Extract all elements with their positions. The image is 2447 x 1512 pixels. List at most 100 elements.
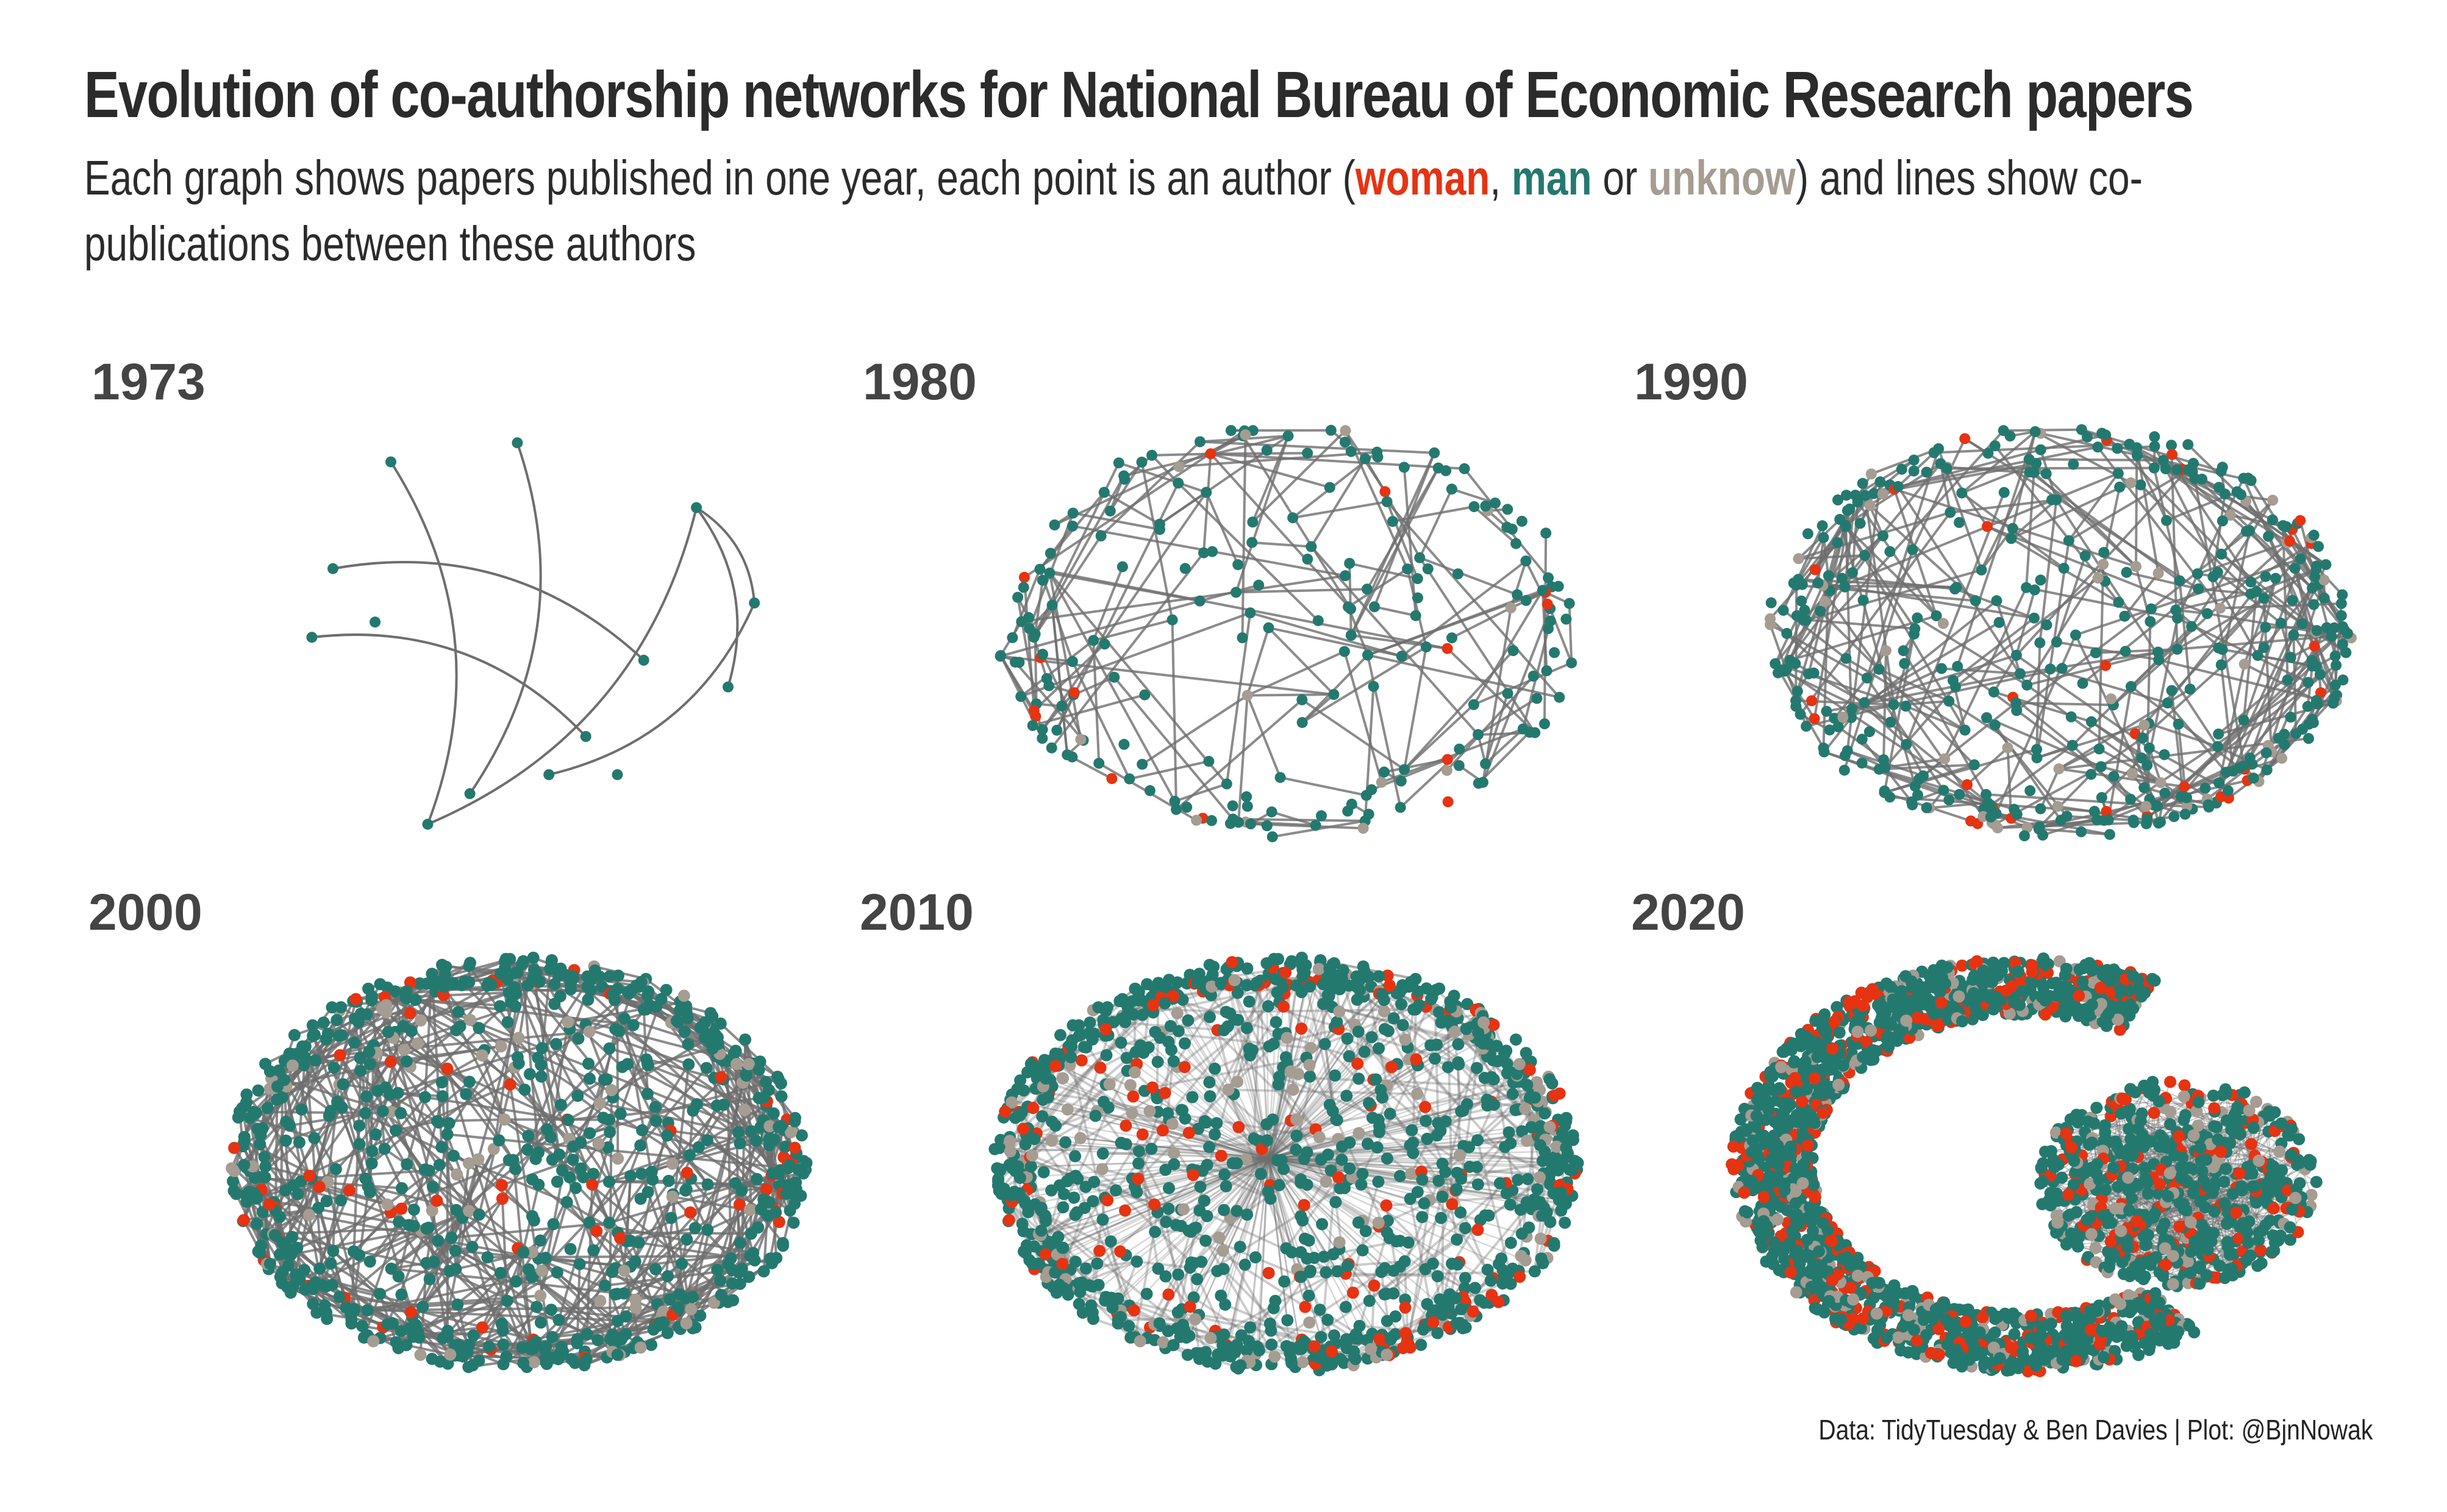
author-node-man <box>1531 693 1543 704</box>
author-node-man <box>1407 1136 1420 1149</box>
edge <box>1151 454 1179 484</box>
author-node-man <box>418 1163 431 1176</box>
author-node-man <box>546 1331 559 1343</box>
author-node-man <box>1384 1333 1397 1346</box>
author-node-man <box>1253 579 1265 591</box>
author-node-man <box>580 731 591 742</box>
author-node-man <box>1106 1301 1119 1314</box>
author-node-man <box>2245 475 2257 487</box>
author-node-man <box>1116 561 1128 572</box>
author-node-unknow <box>1143 1105 1156 1118</box>
edge <box>571 975 781 1171</box>
edge <box>1799 512 1951 715</box>
author-node-man <box>395 1107 407 1119</box>
author-node-man <box>1054 1029 1066 1041</box>
edge <box>1268 626 1402 658</box>
author-node-woman <box>1277 1000 1290 1013</box>
edge <box>501 1199 509 1301</box>
author-node-man <box>318 1299 331 1312</box>
author-node-unknow <box>1340 425 1351 437</box>
author-node-man <box>251 1218 263 1230</box>
edge <box>1939 463 1952 513</box>
author-node-man <box>2148 799 2160 811</box>
author-node-unknow <box>1171 1007 1184 1019</box>
author-node-man <box>271 1093 284 1106</box>
author-node-unknow <box>2155 777 2167 788</box>
author-node-man <box>1267 1302 1280 1314</box>
author-node-man <box>1037 1093 1049 1106</box>
edge <box>315 1210 470 1284</box>
author-node-man <box>1084 1016 1096 1029</box>
edge <box>2036 744 2073 759</box>
author-node-man <box>1114 1311 1127 1324</box>
author-node-man <box>2201 608 2213 619</box>
author-node-man <box>2121 566 2132 578</box>
author-node-man <box>2113 596 2124 608</box>
author-node-woman <box>614 1232 627 1244</box>
author-node-man <box>1943 794 1955 805</box>
edge <box>461 957 535 1218</box>
author-node-woman <box>999 1105 1012 1118</box>
author-node-man <box>1527 671 1539 682</box>
author-node-man <box>2187 466 2198 477</box>
author-node-man <box>1188 1257 1200 1269</box>
author-node-man <box>2184 683 2196 695</box>
author-node-unknow <box>1124 1079 1137 1091</box>
author-node-man <box>1566 1129 1579 1142</box>
edge <box>1911 438 1967 551</box>
author-node-man <box>2275 618 2287 629</box>
edge <box>2068 472 2120 541</box>
author-node-man <box>567 1140 580 1153</box>
author-node-man <box>629 1255 641 1268</box>
author-node-man <box>570 1182 582 1194</box>
author-node-man <box>1244 1321 1257 1334</box>
author-node-man <box>1441 1016 1454 1029</box>
author-node-man <box>1373 1125 1385 1138</box>
edge <box>1484 693 1509 765</box>
author-node-man <box>2215 659 2227 671</box>
author-node-man <box>546 1154 559 1166</box>
author-node-man <box>763 1196 776 1208</box>
author-node-woman <box>1094 1061 1107 1074</box>
author-node-man <box>1191 1273 1204 1286</box>
author-node-woman <box>1028 705 1040 716</box>
author-node-man <box>1066 656 1078 667</box>
author-node-man <box>1204 1090 1216 1103</box>
author-node-man <box>1539 718 1550 730</box>
author-node-man <box>441 1128 454 1141</box>
author-node-man <box>1207 960 1220 973</box>
author-node-man <box>544 963 557 975</box>
author-node-woman <box>1379 486 1391 497</box>
edge <box>1347 568 1409 608</box>
author-node-man <box>1502 1126 1515 1139</box>
author-node-man <box>1537 585 1548 596</box>
edge <box>1103 491 1160 526</box>
author-node-man <box>1320 1266 1332 1278</box>
author-node-man <box>1266 806 1277 818</box>
author-node-man <box>1016 1218 1029 1230</box>
author-node-man <box>1448 990 1460 1002</box>
author-node-man <box>293 1273 306 1286</box>
author-node-woman <box>1399 1301 1412 1314</box>
edge <box>1403 704 1475 771</box>
edge <box>1236 588 1368 594</box>
author-node-man <box>1261 820 1273 832</box>
author-node-man <box>466 1241 479 1253</box>
author-node-man <box>360 1090 373 1103</box>
author-node-man <box>2309 571 2321 582</box>
edge <box>2090 721 2143 759</box>
author-node-man <box>688 1222 701 1235</box>
author-node-man <box>2112 468 2124 479</box>
author-node-man <box>557 1345 570 1358</box>
author-node-man <box>1506 1088 1519 1100</box>
author-node-man <box>662 1270 674 1283</box>
author-node-man <box>1204 1011 1216 1024</box>
edge <box>1905 491 2006 745</box>
author-node-unknow <box>1411 1088 1424 1100</box>
author-node-man <box>1363 1097 1376 1110</box>
author-node-man <box>1045 547 1056 559</box>
author-node-man <box>1321 1313 1334 1326</box>
author-node-unknow <box>1534 1171 1546 1184</box>
author-node-man <box>1238 1258 1251 1271</box>
author-node-man <box>1406 1124 1418 1136</box>
